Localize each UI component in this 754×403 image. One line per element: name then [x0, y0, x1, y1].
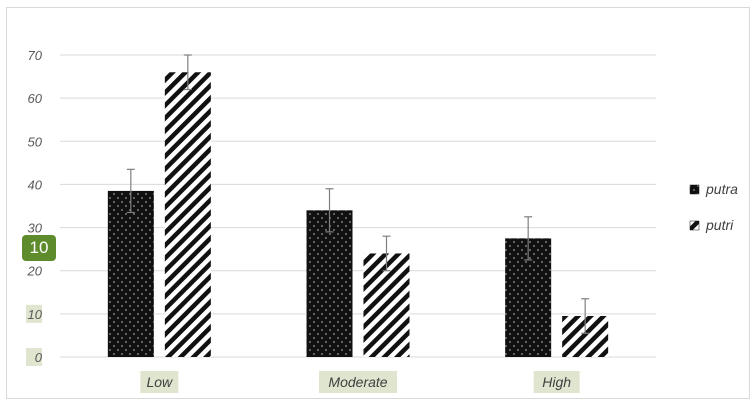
- y-tick-label: 30: [28, 221, 43, 236]
- bar-putra-moderate: [306, 210, 353, 357]
- y-tick-label: 20: [27, 264, 43, 279]
- error-bars: [126, 54, 590, 334]
- category-highlight: [533, 371, 580, 393]
- category-highlight: [319, 371, 397, 393]
- error-bar-putra-high: [524, 216, 533, 261]
- error-bar-putri-high: [581, 298, 590, 334]
- y-tick-label: 10: [28, 307, 43, 322]
- y-tick-label: 70: [28, 48, 43, 63]
- tick-highlight: [26, 348, 42, 366]
- error-bar-putri-low: [183, 54, 192, 91]
- x-tick-label-low: Low: [146, 374, 173, 390]
- gridlines: [60, 54, 656, 358]
- bar-putri-low: [164, 72, 211, 357]
- y-tick-label: 50: [28, 134, 43, 149]
- y-tick-label: 0: [35, 350, 43, 365]
- error-bar-putri-moderate: [382, 235, 391, 272]
- legend: putra putri: [689, 181, 738, 233]
- error-bar-putra-low: [126, 168, 135, 214]
- x-axis: Low Moderate High: [140, 371, 580, 393]
- tick-highlight: [26, 304, 42, 323]
- legend-swatch-putra: [689, 184, 700, 195]
- x-tick-label-moderate: Moderate: [328, 374, 387, 390]
- x-tick-label-high: High: [542, 374, 571, 390]
- bar-putra-low: [107, 190, 154, 357]
- legend-label-putri: putri: [705, 217, 734, 233]
- legend-label-putra: putra: [705, 181, 738, 197]
- y-tick-label: 60: [28, 91, 43, 106]
- value-badge: 10: [22, 235, 56, 261]
- y-axis: 0 10 20 30 40 50 60 70: [26, 48, 43, 366]
- category-highlight: [140, 371, 179, 393]
- y-tick-label: 40: [28, 177, 43, 192]
- legend-swatch-putri: [689, 220, 700, 231]
- error-bar-putra-moderate: [325, 188, 334, 233]
